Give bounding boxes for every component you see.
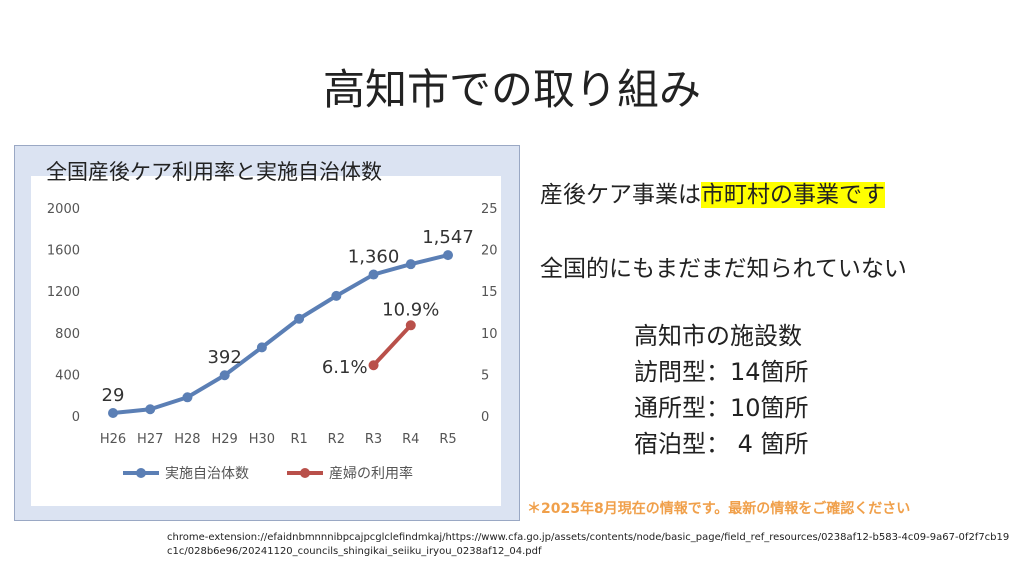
y-right-tick-label: 15 (481, 285, 498, 300)
facility-daycare: 通所型：10箇所 (634, 394, 809, 422)
legend-label: 実施自治体数 (165, 466, 249, 482)
source-link[interactable]: chrome-extension://efaidnbmnnnibpcajpcgl… (167, 532, 1010, 557)
y-right-tick-label: 0 (481, 410, 489, 425)
x-tick-label: H29 (212, 432, 238, 447)
data-label: 1,360 (348, 247, 400, 268)
statement-highlight: 市町村の事業です (701, 182, 885, 208)
series-line-0 (112, 253, 449, 415)
data-point (145, 404, 156, 415)
y-right-tick-label: 20 (481, 244, 498, 259)
data-point (256, 342, 267, 353)
chart-plot-background (31, 176, 501, 506)
facility-counts: 高知市の施設数 訪問型：14箇所 通所型：10箇所 宿泊型： 4 箇所 (634, 318, 809, 462)
x-tick-label: H26 (100, 432, 126, 447)
x-tick-label: R5 (439, 432, 456, 447)
data-point (219, 370, 230, 381)
x-tick-label: H30 (249, 432, 275, 447)
y-right-tick-label: 5 (481, 368, 489, 383)
legend-label: 産婦の利用率 (329, 465, 413, 482)
data-label: 10.9% (382, 299, 439, 320)
data-point (405, 259, 416, 270)
data-point (331, 290, 342, 301)
y-left-tick-label: 1200 (47, 285, 80, 300)
x-tick-label: H28 (174, 432, 200, 447)
chart-title: 全国産後ケア利用率と実施自治体数 (46, 160, 382, 184)
data-label: 1,547 (422, 227, 474, 248)
y-left-tick-label: 400 (55, 368, 80, 383)
data-label: 392 (207, 347, 241, 368)
data-point (294, 313, 305, 324)
y-left-tick-label: 2000 (47, 202, 80, 217)
facility-visit: 訪問型：14箇所 (634, 358, 809, 386)
data-label: 29 (102, 385, 125, 406)
x-tick-label: R3 (365, 432, 382, 447)
data-point (182, 392, 193, 403)
data-point (368, 360, 379, 371)
chart-frame (14, 145, 520, 521)
series-line-1 (372, 323, 413, 367)
y-right-tick-label: 10 (481, 327, 498, 342)
statement-municipal-program: 産後ケア事業は市町村の事業です (540, 175, 885, 209)
legend-marker (136, 468, 146, 478)
data-point (405, 320, 416, 331)
facility-overnight: 宿泊型： 4 箇所 (634, 430, 809, 458)
legend-marker (300, 468, 310, 478)
y-right-tick-label: 25 (481, 202, 498, 217)
data-point (108, 407, 118, 418)
statement-awareness: 全国的にもまだまだ知られていない (540, 256, 907, 282)
data-point (368, 269, 379, 280)
info-note: ＊2025年8月現在の情報です。最新の情報をご確認ください (527, 501, 911, 517)
y-left-tick-label: 1600 (47, 244, 80, 259)
data-label: 6.1% (322, 357, 368, 378)
x-tick-label: R2 (328, 432, 345, 447)
data-point (443, 250, 453, 261)
x-tick-label: H27 (137, 432, 163, 447)
x-tick-label: R4 (402, 432, 419, 447)
facility-title: 高知市の施設数 (634, 322, 802, 350)
y-left-tick-label: 800 (55, 327, 80, 342)
slide-title: 高知市での取り組み (322, 65, 701, 114)
x-tick-label: R1 (290, 432, 307, 447)
y-left-tick-label: 0 (72, 410, 80, 425)
statement-text: 産後ケア事業は (540, 182, 701, 208)
